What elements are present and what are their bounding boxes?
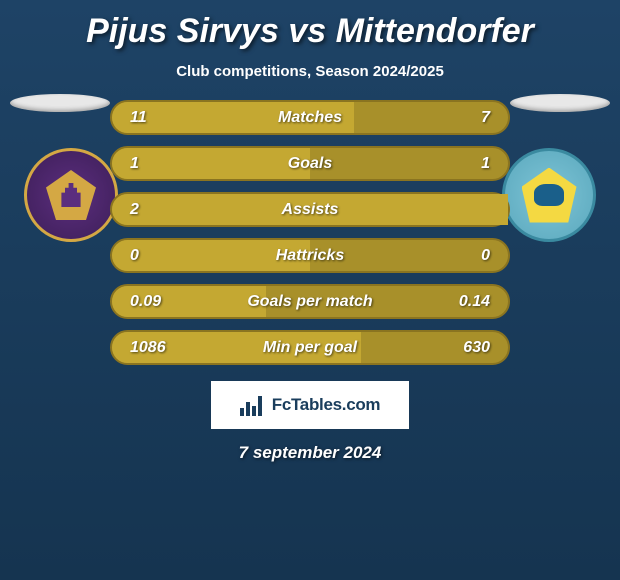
stat-value-left: 2 <box>112 201 202 219</box>
stat-row: 1086Min per goal630 <box>110 330 510 365</box>
logo-bar <box>240 408 244 416</box>
logo-bar <box>246 402 250 416</box>
stat-value-right: 630 <box>418 339 508 357</box>
maribor-shield-icon <box>46 170 96 220</box>
castle-icon <box>59 183 83 207</box>
stat-value-right: 1 <box>418 155 508 173</box>
stat-row: 11Matches7 <box>110 100 510 135</box>
bar-chart-icon <box>240 394 266 416</box>
player-placeholder-right <box>510 94 610 112</box>
stat-label: Min per goal <box>202 339 418 357</box>
page-title: Pijus Sirvys vs Mittendorfer <box>86 12 534 51</box>
main-container: Pijus Sirvys vs Mittendorfer Club compet… <box>0 0 620 473</box>
page-subtitle: Club competitions, Season 2024/2025 <box>176 63 444 80</box>
stat-label: Matches <box>202 109 418 127</box>
logo-bar <box>258 396 262 416</box>
stats-rows: 11Matches71Goals12Assists0Hattricks00.09… <box>110 100 510 365</box>
stat-row: 2Assists <box>110 192 510 227</box>
stat-value-left: 1086 <box>112 339 202 357</box>
logo-bar <box>252 406 256 416</box>
stat-label: Hattricks <box>202 247 418 265</box>
stat-row: 0.09Goals per match0.14 <box>110 284 510 319</box>
stat-value-right: 7 <box>418 109 508 127</box>
footer-brand-text: FcTables.com <box>272 395 381 415</box>
club-badge-right <box>502 148 596 242</box>
stat-value-left: 11 <box>112 109 202 127</box>
stat-value-left: 0 <box>112 247 202 265</box>
stat-label: Assists <box>202 201 418 219</box>
bull-icon <box>534 184 564 206</box>
stat-value-right: 0.14 <box>418 293 508 311</box>
stat-label: Goals <box>202 155 418 173</box>
stat-value-left: 1 <box>112 155 202 173</box>
stat-value-left: 0.09 <box>112 293 202 311</box>
player-placeholder-left <box>10 94 110 112</box>
stat-row: 0Hattricks0 <box>110 238 510 273</box>
stat-value-right: 0 <box>418 247 508 265</box>
stat-label: Goals per match <box>202 293 418 311</box>
footer-date: 7 september 2024 <box>239 443 382 463</box>
stat-row: 1Goals1 <box>110 146 510 181</box>
stats-area: 11Matches71Goals12Assists0Hattricks00.09… <box>0 100 620 365</box>
club-badge-left <box>24 148 118 242</box>
footer-brand-logo: FcTables.com <box>211 381 409 429</box>
koper-shield-icon <box>522 168 577 223</box>
